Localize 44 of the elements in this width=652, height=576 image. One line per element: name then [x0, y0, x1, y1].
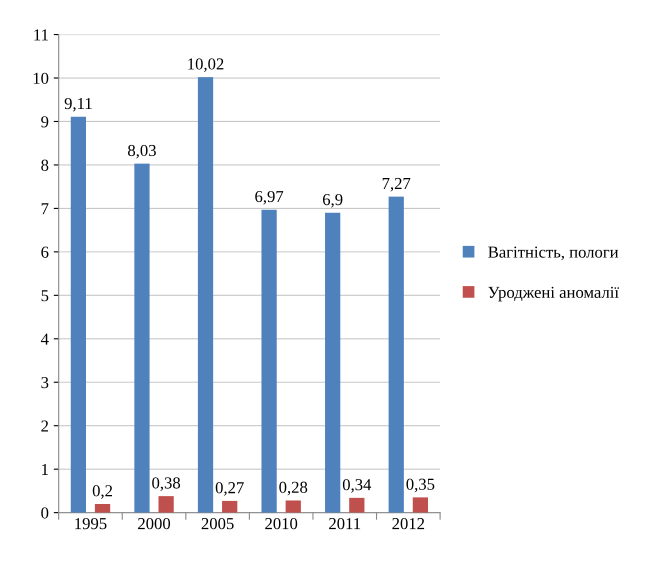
- y-tick-label: 10: [34, 72, 48, 84]
- y-tick-label: 9: [41, 116, 48, 128]
- bar: [198, 77, 214, 513]
- data-label: 7,27: [382, 178, 410, 192]
- data-label: 0,38: [152, 477, 180, 491]
- bar: [261, 210, 277, 513]
- y-tick-label: 1: [42, 464, 48, 475]
- bar: [412, 497, 428, 513]
- data-label: 10,02: [188, 58, 224, 72]
- y-tick-label: 11: [34, 29, 48, 40]
- y-tick-label: 3: [41, 377, 48, 388]
- bar: [134, 164, 150, 513]
- legend-label: Вагітність, пологи: [488, 246, 618, 260]
- y-tick-label: 0: [41, 507, 48, 519]
- data-label: 0,28: [279, 482, 308, 496]
- data-label: 0,27: [216, 482, 244, 496]
- data-label: 0,2: [92, 485, 112, 499]
- data-label: 0,34: [342, 479, 372, 493]
- bar: [222, 500, 238, 513]
- bar: [158, 496, 174, 513]
- x-tick-label: 2011: [329, 518, 360, 530]
- bar: [286, 500, 301, 513]
- x-tick-label: 2010: [265, 518, 298, 530]
- legend-label: Уроджені аномалії: [488, 286, 619, 302]
- x-tick-label: 2005: [202, 518, 234, 530]
- bar: [70, 116, 86, 513]
- x-tick-label: 2012: [392, 518, 424, 530]
- y-tick-label: 2: [41, 420, 48, 432]
- x-tick-label: 2000: [138, 518, 170, 530]
- bar: [94, 504, 110, 513]
- x-tick-label: 1995: [75, 518, 106, 530]
- data-label: 6,97: [255, 190, 284, 205]
- bar: [325, 212, 340, 513]
- y-tick-label: 7: [42, 203, 48, 214]
- bar: [349, 498, 364, 513]
- bar: [388, 196, 404, 513]
- y-tick-label: 4: [40, 334, 49, 345]
- data-label: 9,11: [64, 98, 92, 112]
- data-label: 6,9: [322, 194, 342, 208]
- y-tick-label: 8: [41, 160, 48, 171]
- y-tick-label: 6: [41, 246, 48, 258]
- data-label: 0,35: [406, 478, 434, 492]
- data-label: 8,03: [128, 144, 156, 158]
- y-tick-label: 5: [42, 290, 48, 302]
